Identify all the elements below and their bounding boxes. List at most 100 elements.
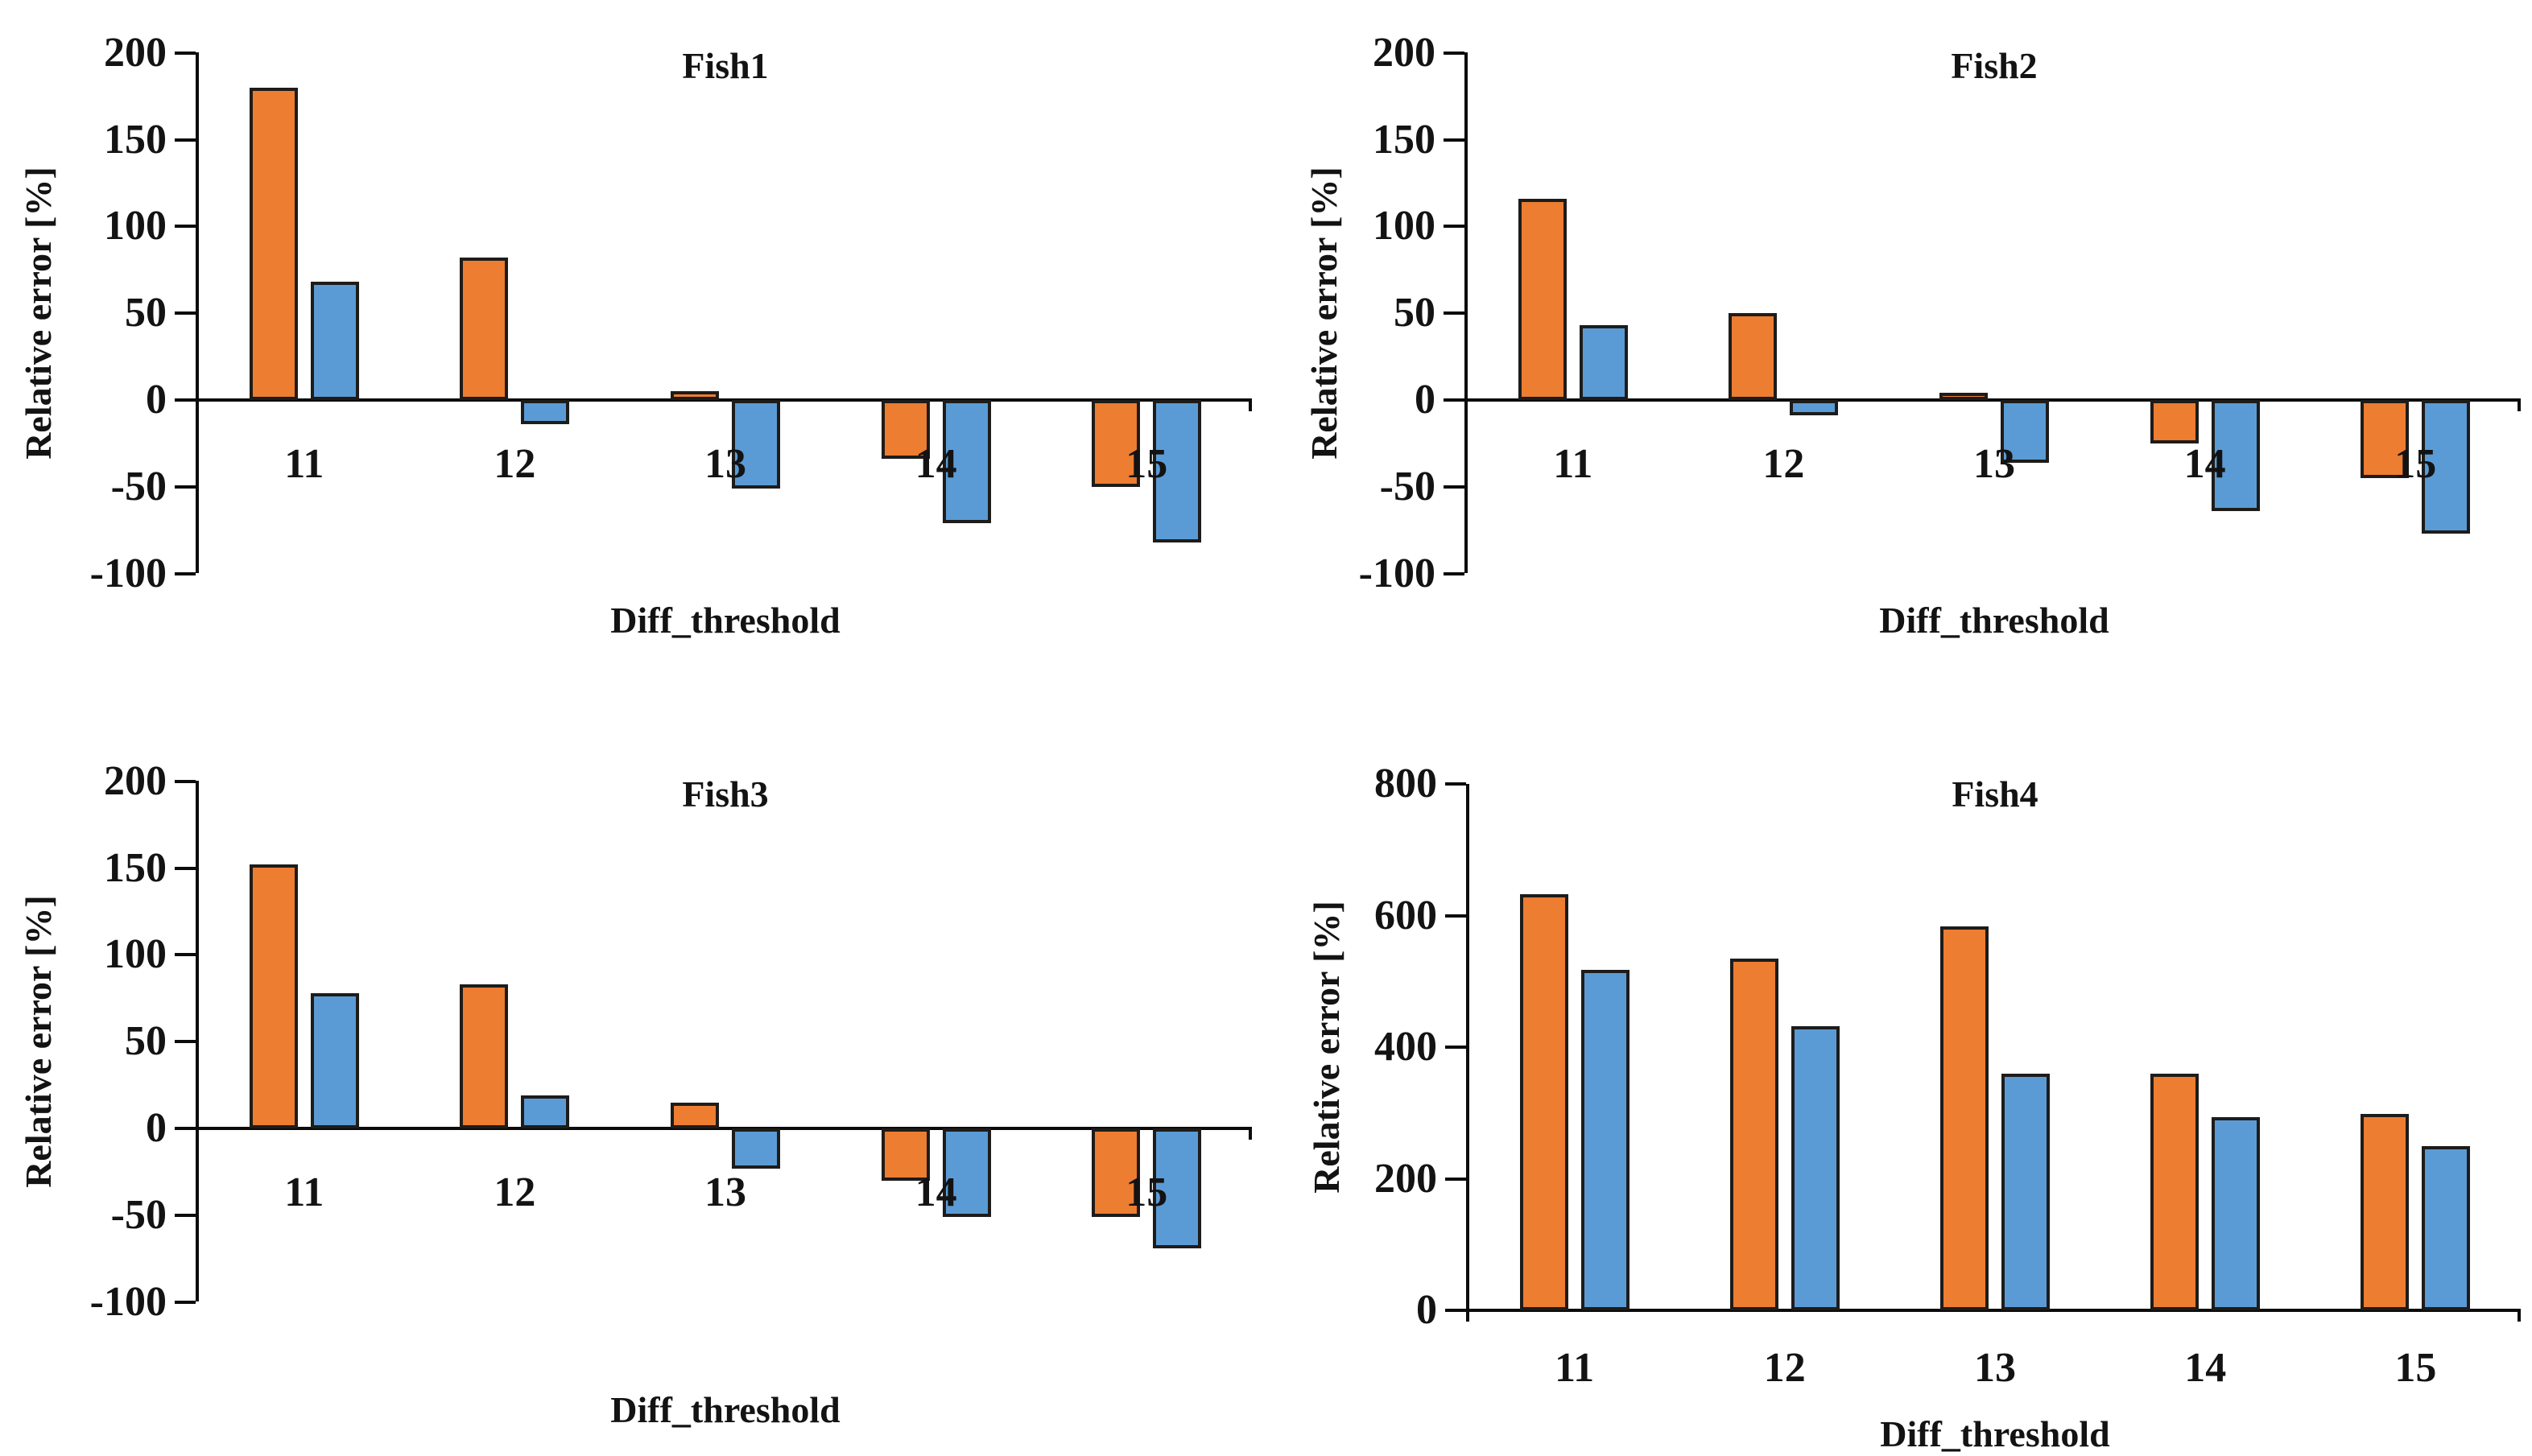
bar-blue-14 [2211, 400, 2260, 511]
y-tick-label: -100 [1358, 551, 1435, 596]
y-tick-mark [175, 953, 196, 956]
x-axis-line [196, 1127, 1252, 1130]
bar-blue-11 [1580, 970, 1629, 1310]
x-axis-end-tick [1249, 400, 1252, 411]
y-tick-mark [1445, 1309, 1466, 1312]
x-tick-label: 12 [494, 1169, 536, 1215]
y-tick-mark [175, 1040, 196, 1043]
x-axis-label-fish1: Diff_threshold [610, 600, 841, 641]
x-tick-label: 12 [1762, 441, 1805, 487]
bar-orange-15 [1092, 1128, 1141, 1217]
y-tick-mark [175, 138, 196, 142]
x-tick-label: 13 [704, 441, 746, 487]
bar-orange-14 [881, 1128, 930, 1181]
y-tick-label: 150 [104, 117, 167, 163]
y-tick-mark [1445, 914, 1466, 918]
bar-orange-15 [2361, 400, 2410, 478]
bar-blue-14 [942, 1128, 991, 1217]
y-axis-spine [196, 781, 199, 1301]
bar-orange-14 [2150, 1074, 2199, 1310]
x-tick-label: 13 [704, 1169, 746, 1215]
y-tick-label: 50 [125, 290, 167, 336]
y-axis-spine [1466, 784, 1469, 1322]
bar-orange-12 [460, 984, 509, 1128]
x-axis-line [196, 398, 1252, 402]
x-axis-end-tick [2518, 1310, 2521, 1322]
y-axis-spine [196, 52, 199, 573]
y-tick-label: 150 [1373, 117, 1435, 163]
y-tick-label: 100 [1373, 203, 1435, 249]
bar-blue-14 [2212, 1117, 2261, 1310]
x-axis-end-tick [2518, 400, 2521, 411]
bar-blue-12 [521, 1095, 570, 1128]
y-tick-mark [1444, 311, 1464, 315]
bar-orange-15 [1092, 400, 1141, 487]
y-tick-label: 100 [104, 203, 167, 249]
x-tick-label: 12 [494, 441, 536, 487]
bar-blue-15 [2422, 1146, 2471, 1310]
x-axis-line [1464, 398, 2521, 402]
x-axis-label-fish3: Diff_threshold [610, 1389, 841, 1430]
chart-title-fish3: Fish3 [682, 773, 769, 815]
y-tick-label: -50 [110, 464, 167, 509]
y-tick-label: 200 [104, 758, 167, 804]
y-tick-label: 200 [104, 30, 167, 76]
y-tick-label: 200 [1374, 1156, 1437, 1202]
x-axis-line [1466, 1309, 2521, 1312]
y-tick-mark [175, 311, 196, 315]
x-tick-label: 14 [2184, 1345, 2227, 1391]
x-tick-label: 11 [1553, 441, 1593, 487]
chart-title-fish1: Fish1 [682, 45, 769, 86]
x-tick-label: 15 [1126, 441, 1168, 487]
x-tick-label: 12 [1763, 1345, 1806, 1391]
bar-orange-14 [881, 400, 930, 459]
x-axis-label-fish2: Diff_threshold [1879, 600, 2109, 641]
y-tick-label: 600 [1374, 893, 1437, 938]
x-tick-label: 15 [2394, 1345, 2437, 1391]
x-tick-label: 11 [284, 1169, 324, 1215]
x-tick-label: 15 [1126, 1169, 1168, 1215]
bar-orange-15 [2361, 1114, 2410, 1310]
bar-orange-11 [1519, 894, 1568, 1310]
y-tick-label: 400 [1374, 1024, 1437, 1070]
y-tick-label: 50 [125, 1018, 167, 1064]
y-axis-spine [1464, 52, 1468, 573]
bar-blue-13 [732, 1128, 780, 1169]
y-tick-label: 800 [1374, 761, 1437, 806]
bar-blue-15 [1153, 1128, 1202, 1248]
chart-title-fish4: Fish4 [1952, 773, 2038, 815]
y-tick-label: 0 [1415, 377, 1435, 423]
y-tick-mark [175, 1214, 196, 1217]
bar-orange-11 [249, 88, 298, 400]
y-tick-mark [1444, 225, 1464, 228]
y-tick-mark [175, 485, 196, 489]
y-axis-label-fish4: Relative error [%] [1306, 901, 1347, 1194]
y-tick-label: 100 [104, 931, 167, 977]
chart-title-fish2: Fish2 [1951, 45, 2038, 86]
bar-blue-13 [2001, 400, 2049, 463]
y-tick-mark [175, 572, 196, 575]
y-tick-mark [1445, 1046, 1466, 1049]
y-tick-mark [175, 398, 196, 402]
bar-orange-12 [460, 258, 509, 400]
x-tick-label: 11 [284, 441, 324, 487]
x-tick-label: 13 [1973, 441, 2015, 487]
x-axis-label-fish4: Diff_threshold [1880, 1413, 2110, 1454]
x-tick-label: 15 [2394, 441, 2437, 487]
bar-blue-11 [310, 993, 359, 1128]
y-tick-label: -50 [1379, 464, 1435, 509]
x-tick-label: 13 [1974, 1345, 2016, 1391]
x-tick-label: 14 [915, 441, 957, 487]
bar-orange-13 [1939, 393, 1988, 400]
y-tick-mark [175, 1301, 196, 1304]
y-tick-mark [1444, 398, 1464, 402]
bar-blue-11 [310, 282, 359, 400]
y-tick-mark [175, 1127, 196, 1130]
bar-blue-13 [732, 400, 780, 489]
bar-blue-14 [942, 400, 991, 523]
y-tick-mark [1444, 572, 1464, 575]
bar-orange-13 [1940, 926, 1989, 1310]
